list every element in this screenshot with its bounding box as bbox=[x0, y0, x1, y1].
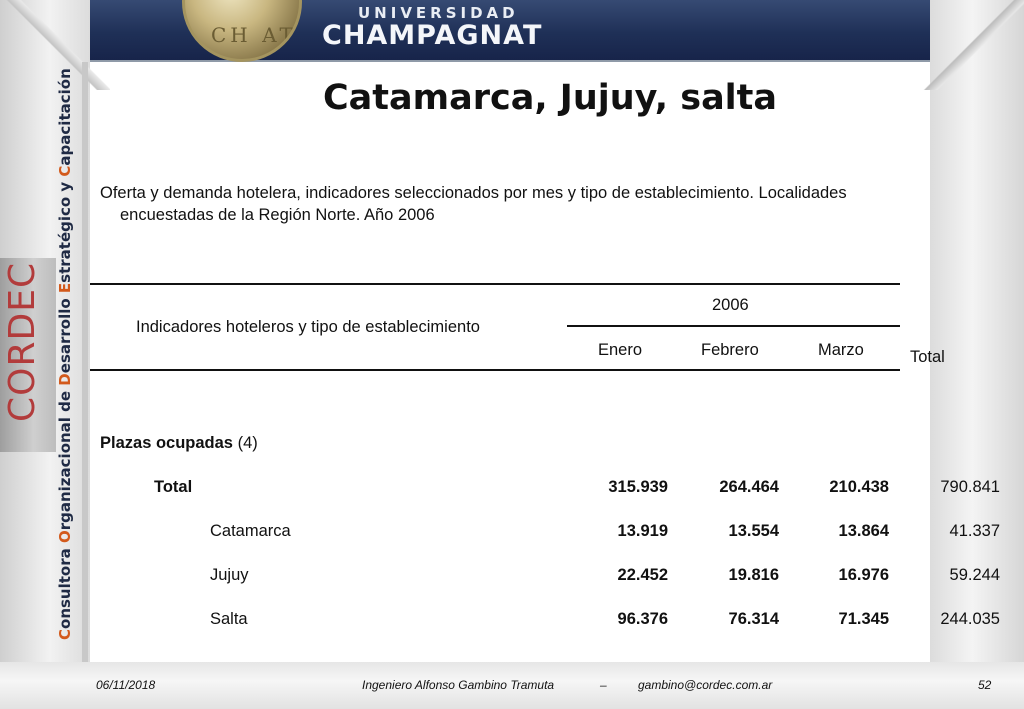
footer-separator: – bbox=[600, 678, 607, 692]
cordec-logo-panel bbox=[0, 258, 56, 452]
cordec-logo: CORDEC bbox=[2, 261, 43, 422]
cell-jujuy-enero: 22.452 bbox=[617, 566, 668, 584]
footer-author: Ingeniero Alfonso Gambino Tramuta bbox=[362, 678, 555, 692]
cell-salta-febrero: 76.314 bbox=[728, 610, 779, 628]
header-month-enero: Enero bbox=[598, 341, 643, 359]
cell-salta-total: 244.035 bbox=[940, 610, 1000, 628]
cell-catamarca-enero: 13.919 bbox=[617, 522, 668, 540]
banner-university-name: CHAMPAGNAT bbox=[322, 20, 543, 51]
cell-salta-enero: 96.376 bbox=[617, 610, 668, 628]
header-month-marzo: Marzo bbox=[818, 341, 864, 359]
row-label-catamarca: Catamarca bbox=[210, 522, 291, 540]
header-total: Total bbox=[910, 348, 945, 366]
university-seal-icon: CH AT bbox=[182, 0, 302, 62]
cell-jujuy-febrero: 19.816 bbox=[728, 566, 779, 584]
right-corner-decoration bbox=[920, 0, 1024, 90]
footer-date: 06/11/2018 bbox=[96, 678, 156, 692]
left-inner-border bbox=[82, 62, 88, 662]
table-top-rule bbox=[90, 283, 900, 285]
right-frame bbox=[930, 0, 1024, 709]
cell-total-marzo: 210.438 bbox=[829, 478, 889, 496]
row-label-jujuy: Jujuy bbox=[210, 566, 249, 584]
cell-salta-marzo: 71.345 bbox=[838, 610, 889, 628]
bottom-frame bbox=[0, 662, 1024, 709]
subtitle-line-1: Oferta y demanda hotelera, indicadores s… bbox=[100, 184, 847, 202]
slide-subtitle: Oferta y demanda hotelera, indicadores s… bbox=[100, 182, 940, 226]
footer-page-number: 52 bbox=[978, 678, 992, 692]
slide-title: Catamarca, Jujuy, salta bbox=[322, 78, 778, 118]
header-indicator: Indicadores hoteleros y tipo de establec… bbox=[136, 318, 480, 336]
header-year: 2006 bbox=[712, 296, 749, 314]
banner-university-label: UNIVERSIDAD bbox=[358, 4, 519, 22]
header-month-febrero: Febrero bbox=[701, 341, 759, 359]
table-header-rule bbox=[90, 369, 900, 371]
sidebar-caption: Consultora Organizacional de Desarrollo … bbox=[56, 68, 74, 640]
cell-jujuy-marzo: 16.976 bbox=[838, 566, 889, 584]
cell-total-febrero: 264.464 bbox=[719, 478, 779, 496]
cell-catamarca-marzo: 13.864 bbox=[838, 522, 889, 540]
table-year-rule bbox=[567, 325, 900, 327]
cell-catamarca-total: 41.337 bbox=[949, 522, 1000, 540]
cell-jujuy-total: 59.244 bbox=[949, 566, 1000, 584]
cell-total-enero: 315.939 bbox=[608, 478, 668, 496]
university-banner: CH AT UNIVERSIDAD CHAMPAGNAT bbox=[90, 0, 930, 62]
subtitle-line-2: encuestadas de la Región Norte. Año 2006 bbox=[120, 206, 435, 224]
row-label-total: Total bbox=[154, 478, 193, 496]
cell-catamarca-febrero: 13.554 bbox=[728, 522, 779, 540]
footer-email: gambino@cordec.com.ar bbox=[638, 678, 773, 692]
section-label: Plazas ocupadas (4) bbox=[100, 434, 258, 452]
cell-total-total: 790.841 bbox=[940, 478, 1000, 496]
row-label-salta: Salta bbox=[210, 610, 248, 628]
